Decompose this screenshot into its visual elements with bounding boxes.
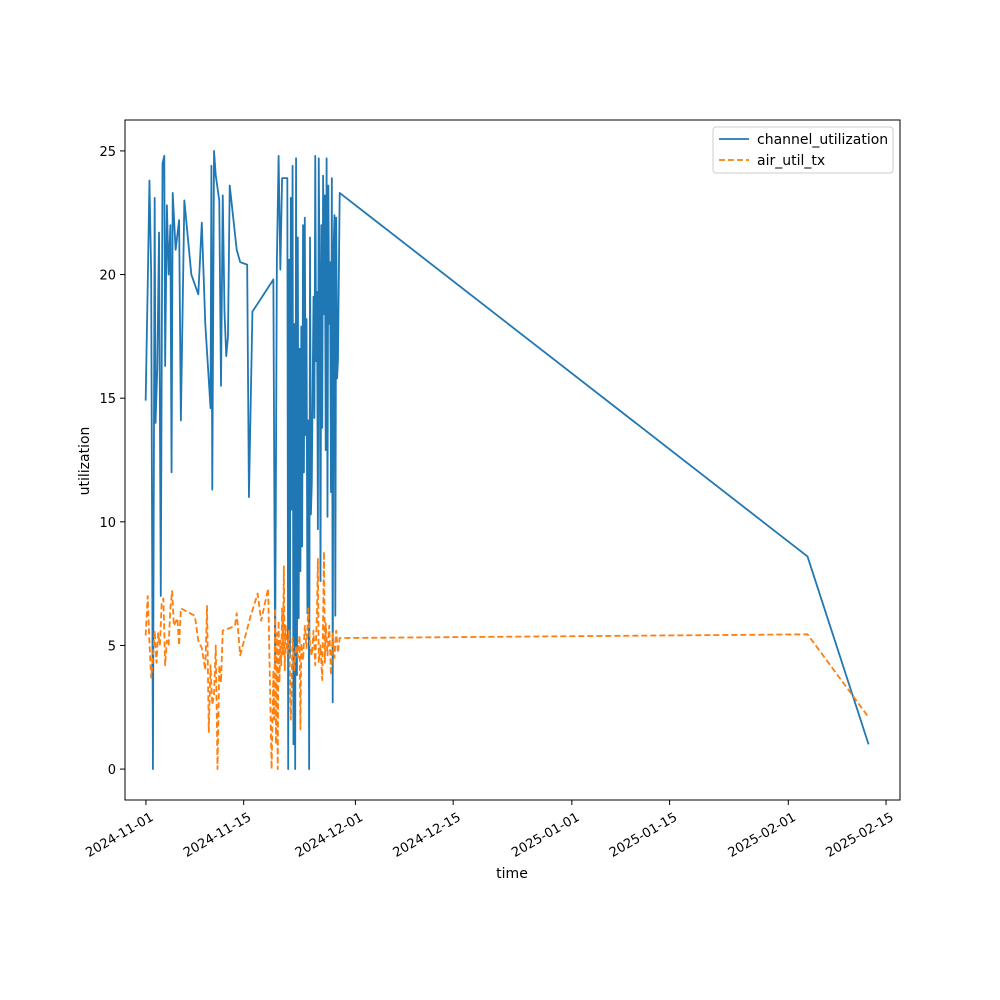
y-tick-label: 15 <box>99 392 116 407</box>
legend-box <box>712 126 894 174</box>
x-axis-label: time <box>496 866 528 882</box>
y-tick-label: 10 <box>99 516 116 531</box>
y-tick-label: 0 <box>108 763 116 778</box>
series-line-channel-utilization <box>144 150 870 770</box>
y-tick-label: 5 <box>108 639 116 654</box>
series-line-air-util-tx <box>144 550 870 770</box>
y-axis: 0 5 10 15 20 25 <box>99 145 125 778</box>
legend-label-channel-utilization: channel_utilization <box>757 132 888 148</box>
y-tick-label: 25 <box>99 145 116 160</box>
series-layer <box>144 150 870 770</box>
y-axis-label: utilization <box>77 427 93 496</box>
plot-frame <box>124 119 901 801</box>
legend: channel_utilization air_util_tx <box>712 126 894 174</box>
y-tick-label: 20 <box>99 269 116 284</box>
legend-label-air-util-tx: air_util_tx <box>757 153 825 169</box>
